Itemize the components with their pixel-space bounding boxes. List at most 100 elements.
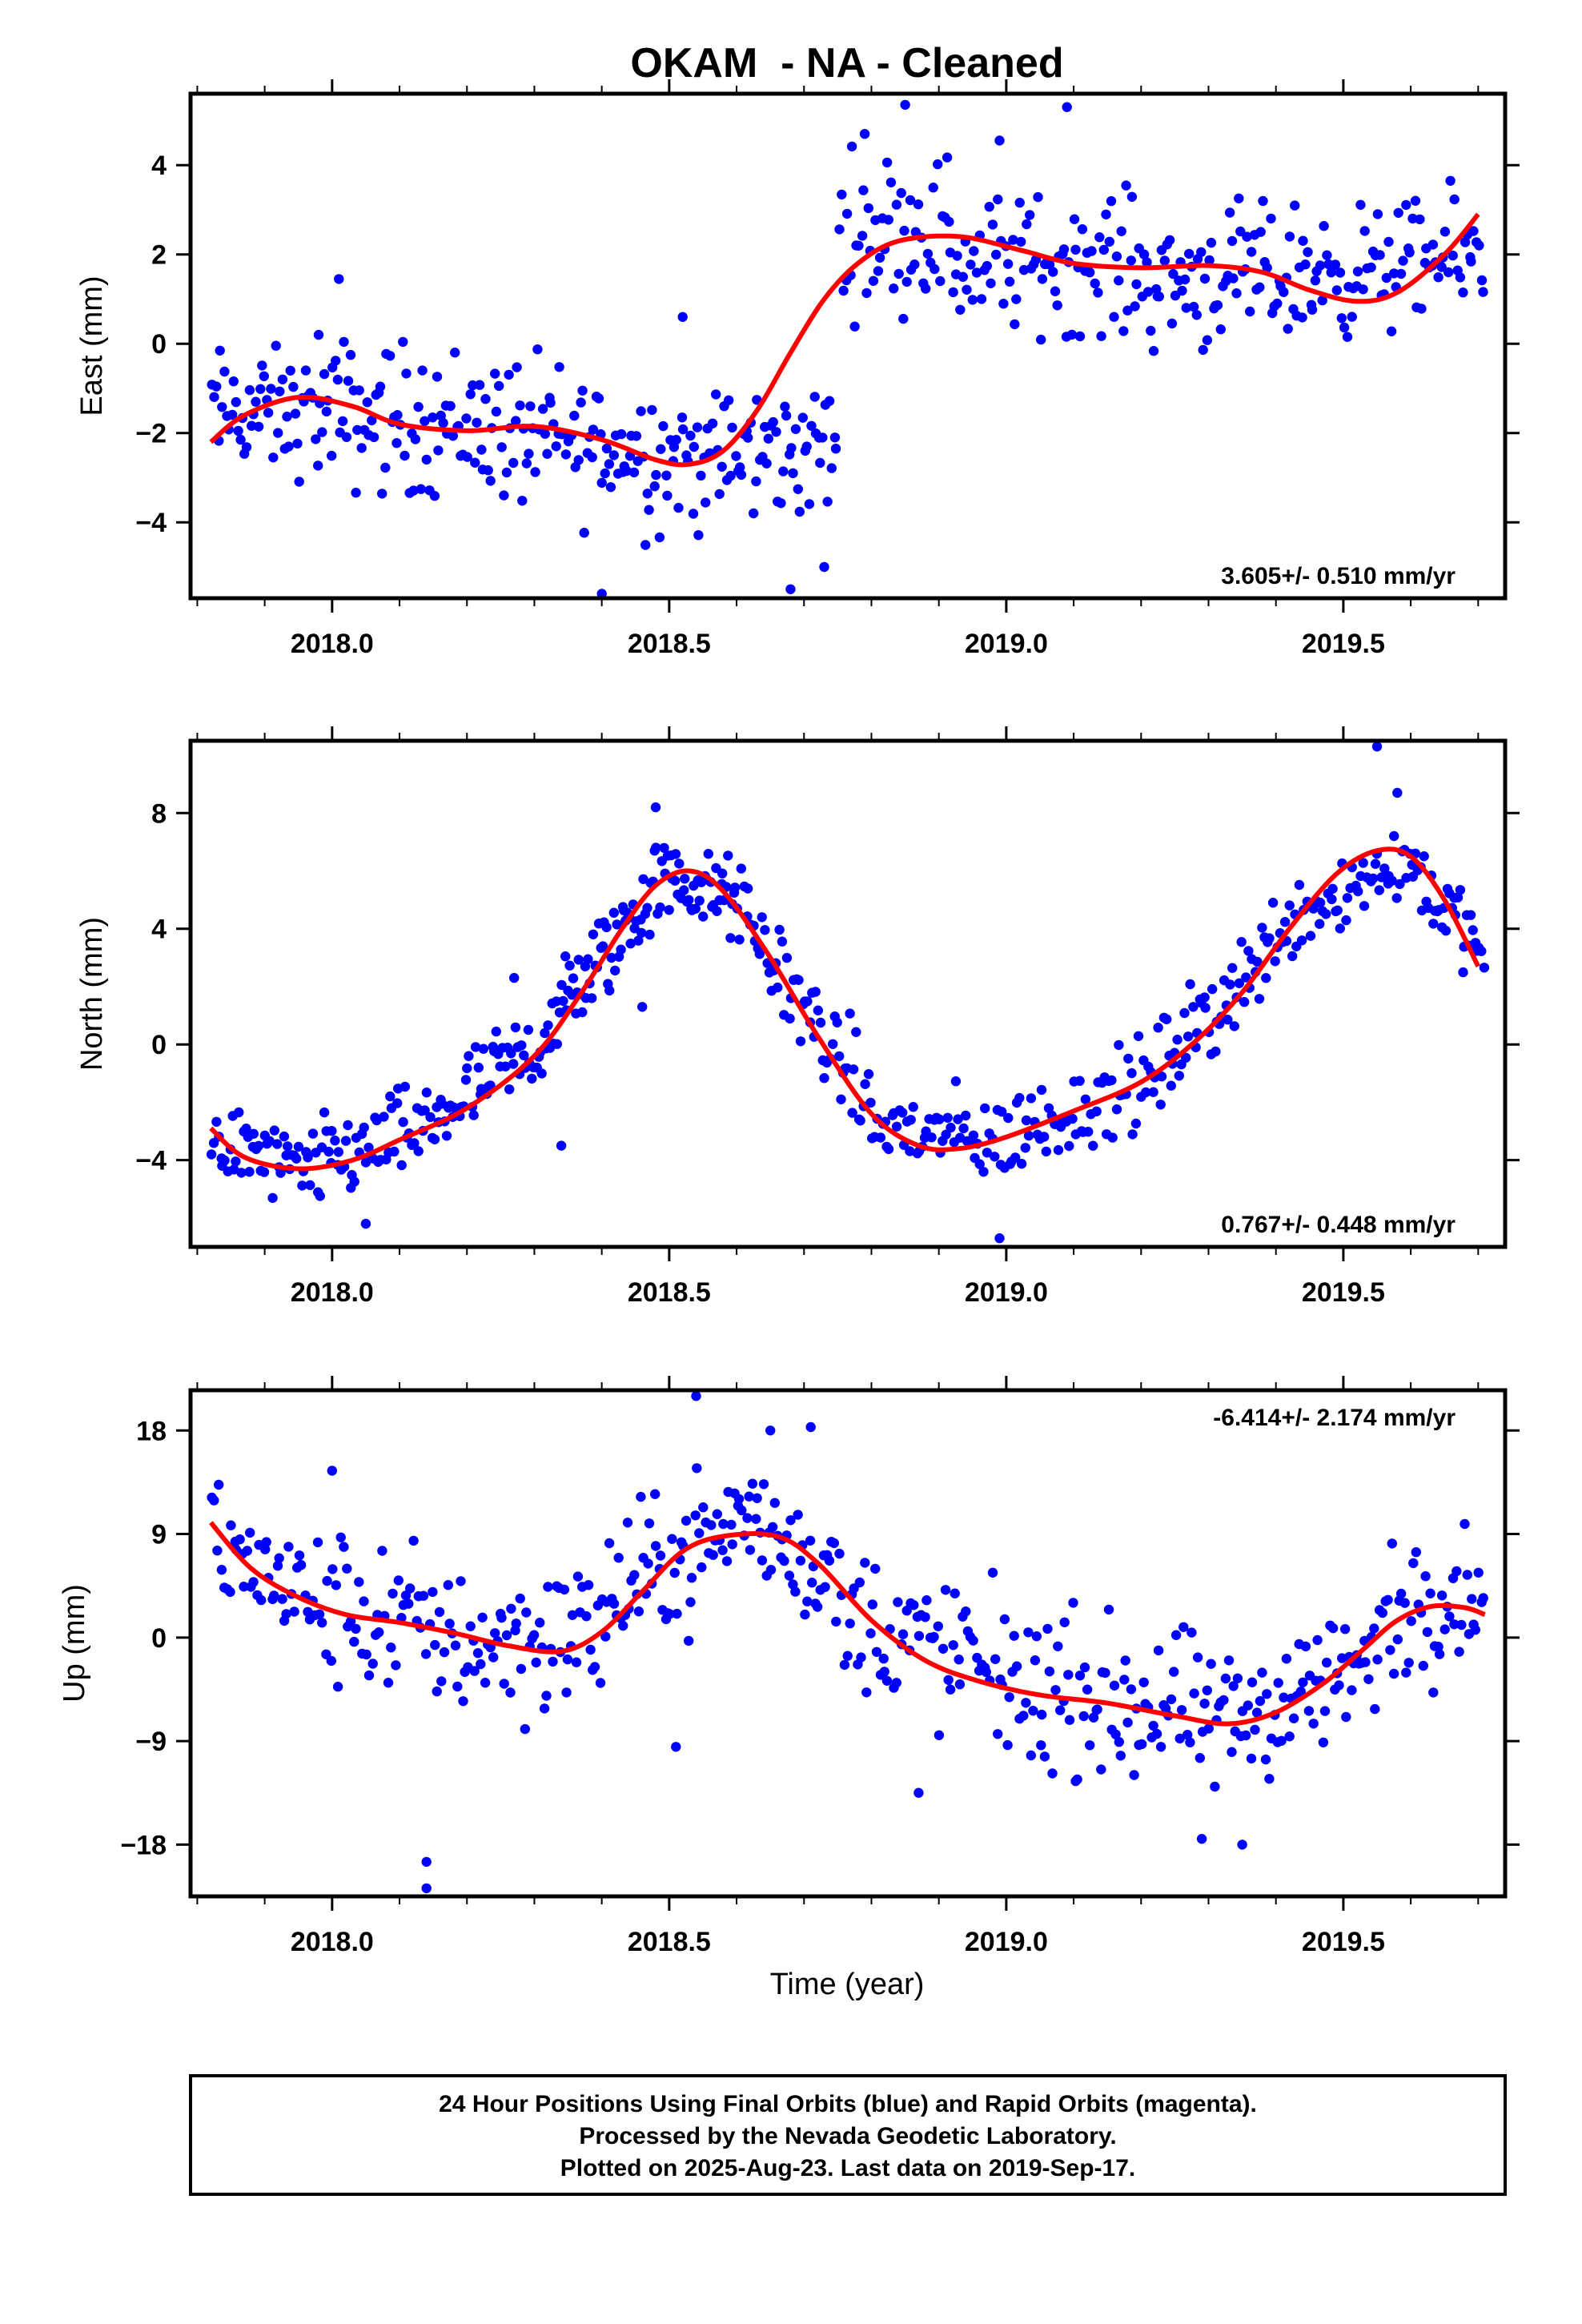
data-point [688,509,699,519]
x-tick-label: 2018.0 [291,1277,374,1308]
y-tick-label: 4 [151,151,167,181]
data-point [334,274,344,284]
data-point [579,528,589,538]
data-point [737,1505,747,1516]
data-point [879,1667,889,1677]
data-point [1166,1080,1177,1091]
data-point [946,1122,956,1133]
data-point [1133,1031,1144,1042]
data-point [693,530,704,541]
data-point [1279,1692,1289,1703]
data-point [1050,286,1061,296]
data-point [1199,1699,1210,1709]
data-point [860,1558,870,1568]
main-title: OKAM - NA - Cleaned [630,40,1063,86]
data-point [801,441,812,452]
data-point [773,982,783,993]
data-point [1366,262,1376,273]
data-point [1403,1658,1414,1668]
data-point [830,444,841,454]
data-point [597,941,608,951]
data-point [1002,1739,1013,1751]
data-point [1188,1002,1199,1012]
data-point [1122,305,1133,316]
data-point [1179,1007,1190,1019]
data-point [589,1662,600,1672]
data-point [1094,232,1105,243]
data-point [638,874,648,885]
data-point [1179,274,1191,285]
data-point [263,408,274,418]
data-point [1211,1046,1221,1057]
data-point [849,321,860,332]
data-point [1387,1538,1398,1549]
data-point [515,400,525,411]
data-point [408,485,419,496]
data-point [824,1555,835,1566]
data-point [1327,1622,1339,1634]
data-point [855,1116,865,1126]
data-point [1434,1649,1445,1659]
data-point [1182,1730,1193,1740]
data-point [1425,1588,1435,1598]
data-point [794,506,805,517]
data-point [1308,903,1319,914]
data-point [659,842,669,854]
data-point [1327,894,1337,905]
data-point [1404,247,1415,258]
data-point [815,1017,826,1028]
data-point [289,1606,299,1617]
data-point [1169,1667,1179,1677]
data-point [839,1659,850,1671]
data-point [460,1075,472,1085]
data-point [560,951,571,962]
data-point [1224,207,1235,218]
data-point [445,400,456,412]
data-point [1153,1023,1163,1033]
data-point [1004,276,1015,287]
data-point [616,944,626,955]
data-point [800,1609,810,1620]
data-point [608,1598,620,1609]
data-point [588,424,599,435]
data-point [674,858,685,869]
data-point [1093,287,1103,298]
data-point [1050,1685,1061,1695]
y-tick-label: 0 [151,1623,167,1654]
data-point [807,1578,817,1588]
data-point [606,952,616,963]
data-point [1181,1052,1191,1063]
data-point [321,406,332,417]
data-point [913,199,924,210]
x-tick-label: 2019.0 [965,1277,1048,1308]
data-point [1026,1093,1037,1104]
data-point [883,1144,894,1155]
data-point [677,424,689,435]
data-point [921,283,931,294]
data-point [1023,1130,1034,1141]
data-point [1335,267,1346,278]
data-point [1401,1667,1411,1678]
data-point [490,368,500,379]
data-point [885,177,897,187]
data-point [1148,346,1159,356]
data-point [795,1036,806,1047]
data-point [322,1575,332,1586]
data-point [214,1479,224,1490]
data-point [1223,1015,1233,1025]
data-point [241,442,252,452]
data-point [1260,1754,1271,1765]
data-point [805,1535,816,1546]
data-point [1383,1594,1393,1606]
y-tick-label: 8 [151,798,167,829]
data-point [450,348,460,358]
data-point [515,1593,525,1604]
data-point [913,1630,925,1641]
data-point [225,1586,235,1598]
rate-label: -6.414+/- 2.174 mm/yr [1213,1405,1456,1431]
data-point [443,1580,453,1590]
data-point [542,448,552,459]
data-point [744,1491,754,1502]
data-point [558,995,568,1007]
data-point [698,1502,709,1513]
